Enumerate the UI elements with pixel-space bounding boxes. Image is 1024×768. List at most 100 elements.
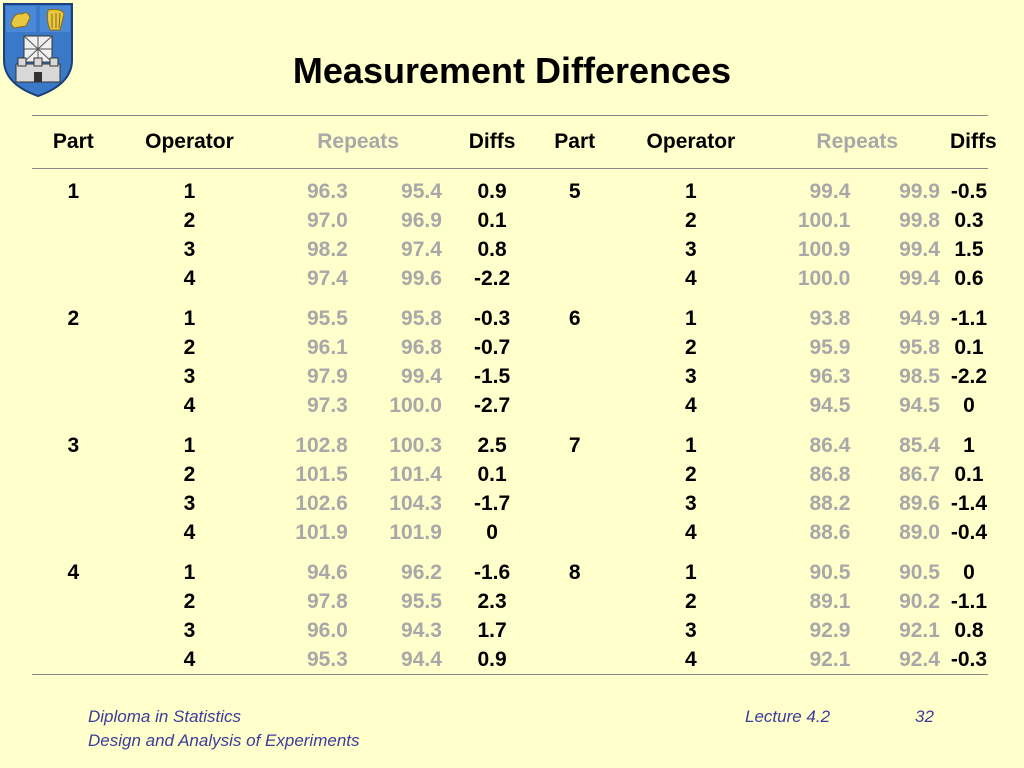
footer-lecture: Lecture 4.2 — [745, 707, 831, 726]
operator-cell: 2 — [685, 209, 697, 232]
operator-cell: 1 — [685, 180, 697, 203]
operator-cell: 2 — [183, 336, 196, 359]
operator-cell: 1 — [685, 434, 697, 457]
table-row: 3 96.0 94.3 1.7 3 92.9 92.1 0.8 — [32, 616, 988, 645]
repeat-2-cell: 95.8 — [401, 307, 442, 330]
part-cell — [32, 264, 115, 293]
repeat-1-cell: 97.8 — [306, 590, 348, 613]
spacer-row — [32, 293, 988, 304]
repeat-1-cell: 97.4 — [306, 267, 348, 290]
repeat-1-cell: 96.0 — [306, 619, 348, 642]
table-row: 3 98.2 97.4 0.8 3 100.9 99.4 1.5 — [32, 235, 988, 264]
part-cell: 1 — [67, 180, 80, 203]
repeat-2-cell: 89.0 — [899, 521, 940, 544]
table-row: 2 97.8 95.5 2.3 2 89.1 90.2 -1.1 — [32, 587, 988, 616]
operator-cell: 1 — [685, 307, 697, 330]
part-cell — [532, 587, 617, 616]
diff-cell: 1.7 — [477, 619, 507, 642]
repeat-1-cell: 89.1 — [809, 590, 851, 613]
diff-cell: 2.3 — [477, 590, 507, 613]
repeat-1-cell: 95.3 — [306, 648, 348, 671]
table-row: 2 101.5 101.4 0.1 2 86.8 86.7 0.1 — [32, 460, 988, 489]
repeat-2-cell: 96.2 — [401, 561, 442, 584]
diff-cell: 0.9 — [477, 180, 507, 203]
operator-cell: 1 — [183, 307, 196, 330]
diff-cell: -0.7 — [474, 336, 511, 359]
operator-cell: 2 — [685, 336, 697, 359]
repeat-1-cell: 86.4 — [809, 434, 851, 457]
part-cell: 5 — [568, 180, 581, 203]
repeat-2-cell: 92.1 — [899, 619, 940, 642]
part-cell — [32, 362, 115, 391]
repeat-1-cell: 102.6 — [295, 492, 348, 515]
diff-cell: 0 — [963, 561, 975, 584]
operator-cell: 3 — [685, 365, 697, 388]
repeat-1-cell: 97.3 — [306, 394, 348, 417]
repeat-2-cell: 94.9 — [899, 307, 940, 330]
diff-cell: -0.3 — [950, 648, 988, 671]
repeat-2-cell: 89.6 — [899, 492, 940, 515]
part-cell — [532, 616, 617, 645]
part-cell: 7 — [568, 434, 581, 457]
part-cell — [532, 391, 617, 420]
repeat-2-cell: 96.9 — [401, 209, 442, 232]
part-cell — [32, 518, 115, 547]
repeat-2-cell: 90.2 — [899, 590, 940, 613]
part-cell — [32, 333, 115, 362]
spacer-cell — [32, 547, 988, 558]
diff-cell: 0.1 — [477, 209, 507, 232]
spacer-cell — [32, 420, 988, 431]
repeat-2-cell: 94.5 — [899, 394, 940, 417]
repeat-1-cell: 96.3 — [306, 180, 348, 203]
repeat-1-cell: 86.8 — [809, 463, 851, 486]
table-row: 3 102.6 104.3 -1.7 3 88.2 89.6 -1.4 — [32, 489, 988, 518]
table-row: 4 1 94.6 96.2 -1.6 8 1 90.5 90.5 0 — [32, 558, 988, 587]
operator-cell: 1 — [183, 434, 196, 457]
diff-cell: -0.5 — [950, 180, 988, 203]
operator-cell: 3 — [183, 365, 196, 388]
header-repeats: Repeats — [317, 130, 399, 153]
diff-cell: -2.2 — [950, 365, 988, 388]
repeat-1-cell: 99.4 — [809, 180, 851, 203]
header-operator: Operator — [145, 130, 234, 153]
part-cell: 2 — [67, 307, 80, 330]
repeat-2-cell: 100.0 — [389, 394, 442, 417]
spacer-row — [32, 420, 988, 431]
table-body: 1 1 96.3 95.4 0.9 5 1 99.4 99.9 -0.5 2 97.0 96.9 0.1 2… — [32, 169, 988, 675]
part-cell — [32, 616, 115, 645]
repeat-1-cell: 93.8 — [809, 307, 851, 330]
diff-cell: -1.1 — [950, 307, 988, 330]
operator-cell: 1 — [685, 561, 697, 584]
measurement-table-container: Part Operator Repeats Diffs Part Operato… — [32, 115, 997, 675]
repeat-1-cell: 92.9 — [809, 619, 851, 642]
operator-cell: 4 — [183, 394, 196, 417]
repeat-1-cell: 97.0 — [306, 209, 348, 232]
repeat-2-cell: 100.3 — [389, 434, 442, 457]
operator-cell: 3 — [183, 619, 196, 642]
diff-cell: -1.5 — [474, 365, 511, 388]
part-cell — [32, 645, 115, 675]
table-row: 3 1 102.8 100.3 2.5 7 1 86.4 85.4 1 — [32, 431, 988, 460]
operator-cell: 4 — [183, 521, 196, 544]
table-row: 1 1 96.3 95.4 0.9 5 1 99.4 99.9 -0.5 — [32, 177, 988, 206]
table-row: 4 97.3 100.0 -2.7 4 94.5 94.5 0 — [32, 391, 988, 420]
repeat-1-cell: 102.8 — [295, 434, 348, 457]
diff-cell: 0.9 — [477, 648, 507, 671]
header-part: Part — [52, 130, 94, 153]
repeat-2-cell: 101.9 — [389, 521, 442, 544]
repeat-2-cell: 95.8 — [899, 336, 940, 359]
part-cell: 3 — [67, 434, 80, 457]
repeat-1-cell: 90.5 — [809, 561, 851, 584]
operator-cell: 2 — [685, 590, 697, 613]
spacer-row — [32, 169, 988, 178]
table-header-row: Part Operator Repeats Diffs Part Operato… — [32, 115, 997, 169]
diff-cell: 1 — [963, 434, 975, 457]
part-cell — [32, 206, 115, 235]
repeat-2-cell: 98.5 — [899, 365, 940, 388]
operator-cell: 4 — [685, 521, 697, 544]
repeat-2-cell: 101.4 — [389, 463, 442, 486]
header-repeats: Repeats — [816, 130, 899, 153]
repeat-2-cell: 85.4 — [899, 434, 940, 457]
header-operator: Operator — [646, 130, 736, 153]
diff-cell: 0.6 — [954, 267, 984, 290]
